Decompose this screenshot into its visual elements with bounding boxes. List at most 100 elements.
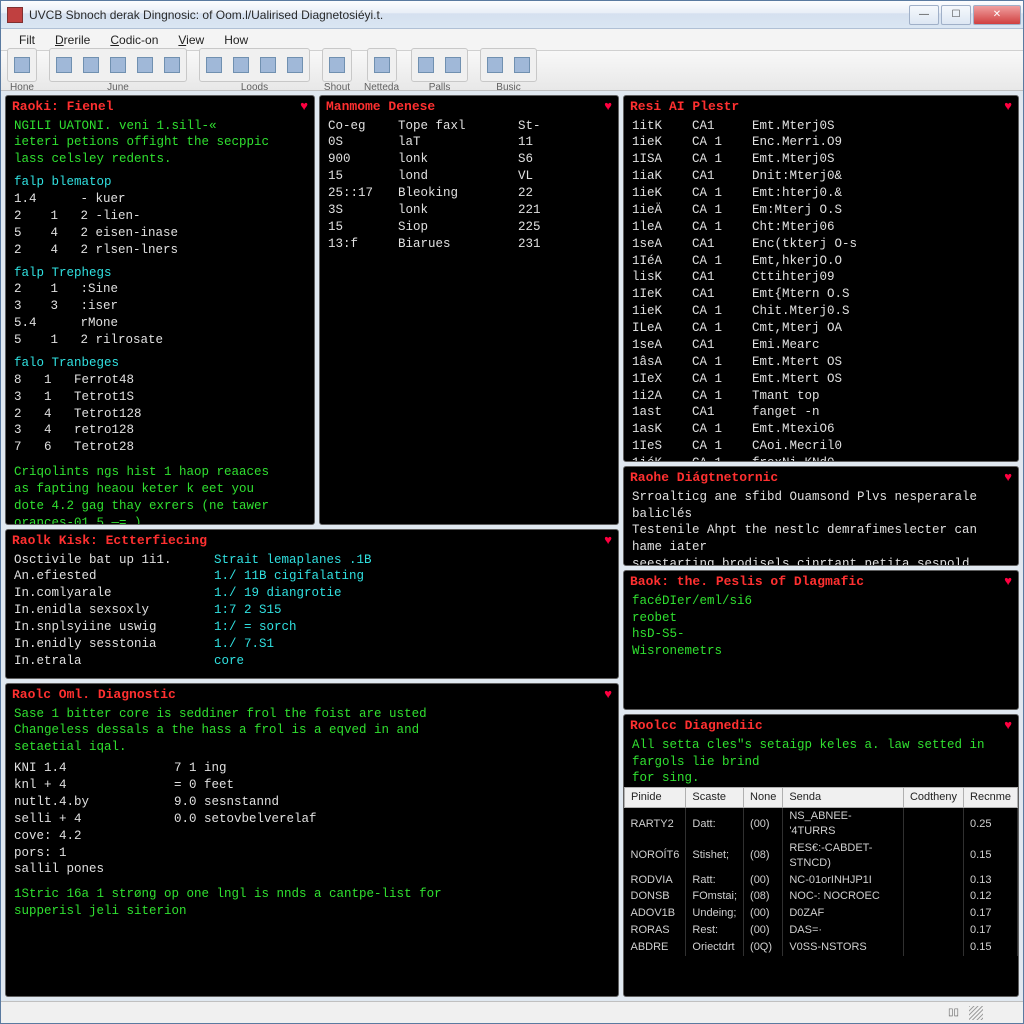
toolbar-button[interactable] (9, 50, 35, 80)
table-row: 1IeKCA1Emt{Mtern O.S (632, 286, 1010, 303)
menu-filt[interactable]: Filt (9, 31, 45, 49)
table-row[interactable]: ABDREOriectdrt(0Q)V0SS-NSTORS0.15 (625, 939, 1018, 956)
text-line: setaetial iqal. (14, 739, 610, 756)
table-cell: 0.15 (964, 939, 1018, 956)
text-line: seestarting brodisels cinrtant petita se… (632, 556, 1010, 565)
table-cell: NC-01orINHJP1I (783, 872, 904, 889)
column-header[interactable]: Scaste (686, 788, 744, 808)
table-cell: Tetrot128 (74, 406, 306, 423)
heart-icon[interactable]: ♥ (604, 532, 612, 550)
titlebar[interactable]: UVCB Sbnoch derak Dingnosic: of Oom.l/Ua… (1, 1, 1023, 29)
table-cell: CA 1 (692, 185, 752, 202)
toolbar-button[interactable] (255, 50, 281, 80)
toolbar-button[interactable] (282, 50, 308, 80)
table-cell: laT (398, 134, 518, 151)
table-cell: In.enidla sexsoxly (14, 602, 214, 619)
table-cell: Bleoking (398, 185, 518, 202)
panel-ectterfiecing: Raolk Kisk: Ectterfiecing♥ Osctivile bat… (5, 529, 619, 679)
toolbar-button[interactable] (201, 50, 227, 80)
heart-icon[interactable]: ♥ (1004, 573, 1012, 591)
table-cell: St- (518, 118, 610, 135)
table-cell: 2 rilrosate (81, 332, 306, 349)
menu-drerile[interactable]: Drerile (45, 31, 100, 49)
column-header[interactable]: Recnme (964, 788, 1018, 808)
toolbar-button[interactable] (413, 50, 439, 80)
table-cell: 0.15 (964, 840, 1018, 872)
table-row: 1.4- kuer (14, 191, 306, 208)
toolbar-button[interactable] (132, 50, 158, 80)
toolbar-button[interactable] (78, 50, 104, 80)
text-line: facéDIer/eml/si6 (632, 593, 1010, 610)
table-cell: CA 1 (692, 303, 752, 320)
toolbar-button[interactable] (159, 50, 185, 80)
heart-icon[interactable]: ♥ (1004, 717, 1012, 735)
workspace: Raoki: Fienel♥ NGILI UATONI. veni 1.sill… (1, 91, 1023, 1001)
toolbar-button[interactable] (482, 50, 508, 80)
toolbar-button[interactable] (324, 50, 350, 80)
table-cell: CA1 (692, 404, 752, 421)
table-row[interactable]: RARTY2Datt:(00)NS_ABNEE-'4TURRS0.25 (625, 808, 1018, 840)
close-button[interactable]: ✕ (973, 5, 1021, 25)
table-cell: CA 1 (692, 134, 752, 151)
table-row: In.comlyarale1./ 19 diangrotie (14, 585, 610, 602)
maximize-button[interactable]: ☐ (941, 5, 971, 25)
table-row: In.snplsyiine uswig1:/ = sorch (14, 619, 610, 636)
heart-icon[interactable]: ♥ (604, 686, 612, 704)
table-row: 31Tetrot1S (14, 389, 306, 406)
table-cell: Emt.Mtert OS (752, 371, 1010, 388)
column-header[interactable]: None (744, 788, 783, 808)
column-header[interactable]: Senda (783, 788, 904, 808)
table-cell: DONSB (625, 888, 686, 905)
table-cell: 1 (44, 372, 74, 389)
statusbar: ▯▯ (1, 1001, 1023, 1023)
table-cell: Enc.Merri.O9 (752, 134, 1010, 151)
column-header[interactable]: Pinide (625, 788, 686, 808)
table-row[interactable]: RORASRest:(00)DAS=·0.17 (625, 922, 1018, 939)
table-cell: Ratt: (686, 872, 744, 889)
heart-icon[interactable]: ♥ (1004, 469, 1012, 487)
table-row: ILeACA 1Cmt,Mterj OA (632, 320, 1010, 337)
toolbar-button[interactable] (51, 50, 77, 80)
table-cell: Cttihterj09 (752, 269, 1010, 286)
table-row[interactable]: RODVIARatt:(00)NC-01orINHJP1I0.13 (625, 872, 1018, 889)
table-cell: Emt.MtexiO6 (752, 421, 1010, 438)
minimize-button[interactable]: — (909, 5, 939, 25)
toolbar-button[interactable] (440, 50, 466, 80)
table-cell: = 0 feet (174, 777, 610, 794)
heart-icon[interactable]: ♥ (300, 98, 308, 116)
table-cell: CA1 (692, 286, 752, 303)
column-header[interactable]: Codtheny (903, 788, 963, 808)
table-row: 0SlaT11 (328, 134, 610, 151)
toolbar-button[interactable] (509, 50, 535, 80)
table-cell: FOmstai; (686, 888, 744, 905)
table-cell: NOC-: NOCROEC (783, 888, 904, 905)
text-line: Wisronemetrs (632, 643, 1010, 660)
table-cell: 0.0 setovbelverelaf (174, 811, 610, 828)
toolbar-icon (56, 57, 72, 73)
toolbar-button[interactable] (105, 50, 131, 80)
toolbar-button[interactable] (369, 50, 395, 80)
table-cell: 2 rlsen-lners (81, 242, 306, 259)
table-row: 3Slonk221 (328, 202, 610, 219)
text-line: orances-01.5 —=.). (14, 515, 306, 524)
table-row[interactable]: DONSBFOmstai;(08)NOC-: NOCROEC0.12 (625, 888, 1018, 905)
table-cell: nutlt.4.by (14, 794, 174, 811)
table-row: 1IeXCA 1Emt.Mtert OS (632, 371, 1010, 388)
table-cell: 0S (328, 134, 398, 151)
menu-how[interactable]: How (214, 31, 258, 49)
resize-grip[interactable] (969, 1006, 983, 1020)
table-cell: Emt:hterj0.& (752, 185, 1010, 202)
menu-codicon[interactable]: Codic-on (100, 31, 168, 49)
table-cell (903, 922, 963, 939)
table-cell: 5 (14, 332, 51, 349)
panel-manmome: Manmome Denese♥ Co-egTope faxlSt-0SlaT11… (319, 95, 619, 525)
table-row[interactable]: NOROÍT6Stishet;(08)RES€:-CABDET-STNCD)0.… (625, 840, 1018, 872)
menu-view[interactable]: View (168, 31, 214, 49)
toolbar-button[interactable] (228, 50, 254, 80)
heart-icon[interactable]: ♥ (604, 98, 612, 116)
heart-icon[interactable]: ♥ (1004, 98, 1012, 116)
table-cell: 1iaK (632, 168, 692, 185)
table-row: 512 rilrosate (14, 332, 306, 349)
table-cell (903, 939, 963, 956)
table-row[interactable]: ADOV1BUndeing;(00)D0ZAF0.17 (625, 905, 1018, 922)
